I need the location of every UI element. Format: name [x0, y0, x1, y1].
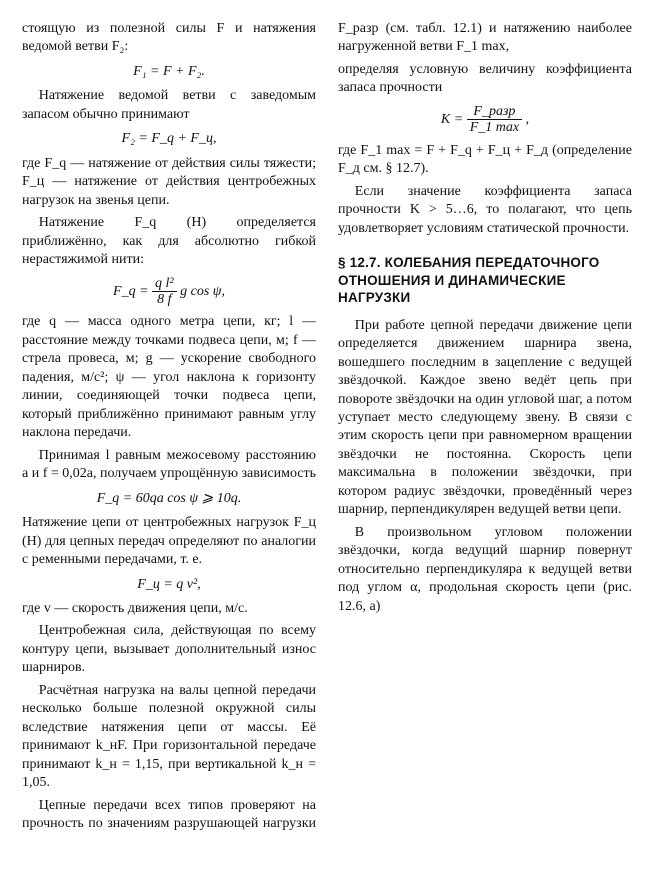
paragraph: где F_1 max = F + F_q + F_ц + F_д (опред…	[338, 142, 632, 179]
paragraph: Натяжение F_q (Н) определяется приближён…	[22, 214, 316, 269]
paragraph: где F_q — натяжение от действия силы тяж…	[22, 155, 316, 210]
paragraph: стоящую из полезной силы F и натяжения в…	[22, 20, 316, 57]
fraction-denominator: F_1 max	[467, 120, 522, 135]
fraction-denominator: 8 f	[152, 292, 177, 307]
formula: F₂ = F_q + F_ц,	[22, 130, 316, 148]
formula: K = F_разр F_1 max ,	[338, 104, 632, 136]
paragraph: Расчётная нагрузка на валы цепной переда…	[22, 682, 316, 793]
fraction: q l² 8 f	[152, 276, 177, 308]
paragraph: Принимая l равным межосевому расстоянию …	[22, 447, 316, 484]
formula: F₁ = F + F₂.	[22, 63, 316, 81]
paragraph: Центробежная сила, действующая по всему …	[22, 622, 316, 677]
paragraph: определяя условную величину коэффициента…	[338, 61, 632, 98]
formula-part: g cos ψ,	[180, 284, 225, 299]
formula-part: ,	[526, 112, 530, 127]
formula: F_q = 60qa cos ψ ⩾ 10q.	[22, 490, 316, 508]
section-title: § 12.7. КОЛЕБАНИЯ ПЕРЕДАТОЧНОГО ОТНОШЕНИ…	[338, 254, 632, 307]
page-columns: стоящую из полезной силы F и натяжения в…	[22, 20, 632, 868]
fraction-numerator: F_разр	[467, 104, 522, 120]
paragraph: где q — масса одного метра цепи, кг; l —…	[22, 313, 316, 442]
formula: F_q = q l² 8 f g cos ψ,	[22, 276, 316, 308]
paragraph: где v — скорость движения цепи, м/с.	[22, 600, 316, 618]
paragraph: В произвольном угловом положении звёздоч…	[338, 524, 632, 616]
formula: F_ц = q v²,	[22, 576, 316, 594]
paragraph: При работе цепной передачи движение цепи…	[338, 317, 632, 520]
paragraph: Натяжение цепи от центробежных нагрузок …	[22, 514, 316, 569]
formula-part: K =	[441, 112, 463, 127]
paragraph: Если значение коэффициента запаса прочно…	[338, 183, 632, 238]
fraction: F_разр F_1 max	[467, 104, 522, 136]
formula-part: F_q =	[113, 284, 149, 299]
fraction-numerator: q l²	[152, 276, 177, 292]
paragraph: Натяжение ведомой ветви с заведомым запа…	[22, 87, 316, 124]
